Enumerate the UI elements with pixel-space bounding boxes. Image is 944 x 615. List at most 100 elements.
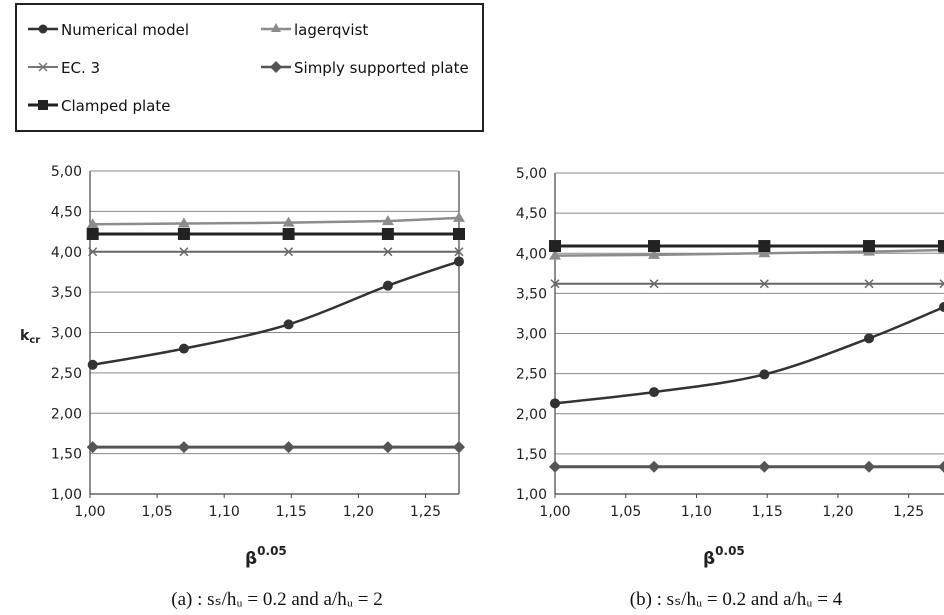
y-tick-label: 2,50: [516, 367, 547, 383]
series-simply-supported-plate: [86, 441, 465, 454]
data-point-diamond: [863, 460, 876, 473]
legend-label: EC. 3: [61, 59, 101, 77]
x-tick-label: 1,00: [539, 504, 570, 520]
legend-label: Clamped plate: [61, 97, 171, 115]
y-tick-label: 1,00: [51, 487, 82, 503]
legend-label: lagerqvist: [294, 21, 369, 39]
legend-marker-triangle: [261, 23, 291, 32]
series-lagerqvist: [86, 211, 465, 229]
data-point-x: [179, 247, 189, 257]
y-tick-label: 2,50: [51, 366, 82, 382]
y-axis-label-sub: cr: [29, 335, 40, 346]
series-line: [92, 260, 460, 367]
series-ec-3: [550, 279, 944, 289]
data-point-square: [549, 240, 561, 253]
x-axis-label-sup: 0.05: [715, 544, 745, 558]
data-point-triangle: [282, 216, 295, 227]
y-tick-label: 1,00: [516, 487, 547, 503]
y-tick-label: 1,50: [51, 447, 82, 463]
data-point-diamond: [86, 441, 99, 454]
x-tick-label: 1,20: [822, 504, 853, 520]
series-line: [554, 305, 944, 405]
data-point-square: [648, 240, 661, 253]
data-point-square: [863, 240, 876, 253]
y-tick-label: 3,00: [516, 327, 547, 343]
y-tick-label: 4,50: [51, 204, 82, 220]
x-tick-label: 1,25: [410, 504, 441, 520]
data-point-x: [649, 279, 659, 289]
series-ec-3: [88, 247, 464, 257]
data-point-diamond: [177, 441, 190, 454]
data-point-circle: [759, 369, 770, 380]
chart-a: 1,00 1,50 2,00 2,50 3,00 3,50 4,00 4,50 5,00 1,00…: [20, 164, 465, 610]
data-point-circle: [382, 280, 393, 291]
data-point-x: [939, 279, 944, 289]
data-point-triangle: [758, 247, 771, 258]
data-point-square: [453, 227, 465, 240]
legend-label: Numerical model: [61, 21, 189, 39]
data-point-triangle: [648, 248, 661, 259]
data-point-x: [454, 247, 464, 257]
x-tick-label: 1,10: [681, 504, 712, 520]
data-point-diamond: [758, 460, 771, 473]
y-tick-label: 4,50: [516, 206, 547, 222]
chart-b: 1,00 1,50 2,00 2,50 3,00 3,50 4,00 4,50 5,00 1,00…: [516, 166, 944, 610]
chart-legend: Numerical model lagerqvist EC. 3 Simply …: [15, 3, 484, 132]
data-point-square: [86, 227, 99, 240]
series-line: [92, 216, 460, 226]
y-tick-label: 5,00: [51, 164, 82, 180]
data-point-square: [938, 240, 944, 253]
data-point-circle: [87, 359, 98, 370]
x-tick-label: 1,25: [893, 504, 924, 520]
legend-marker-x: [28, 62, 58, 72]
x-axis-label-sup: 0.05: [257, 544, 287, 558]
data-point-diamond: [549, 460, 561, 473]
series-numerical-model: [87, 256, 464, 370]
y-tick-label: 3,50: [516, 286, 547, 302]
y-tick-label: 3,00: [51, 326, 82, 342]
data-point-diamond: [453, 441, 465, 454]
y-tick-label: 1,50: [516, 447, 547, 463]
data-point-circle: [283, 319, 294, 330]
x-tick-label: 1,10: [209, 504, 240, 520]
data-point-triangle: [86, 218, 99, 229]
data-point-square: [381, 227, 394, 240]
data-point-circle: [649, 387, 660, 398]
legend-marker-square: [28, 100, 58, 110]
x-tick-label: 1,05: [610, 504, 641, 520]
data-point-x: [383, 247, 393, 257]
data-point-triangle: [453, 211, 465, 222]
y-tick-label: 4,00: [516, 246, 547, 262]
x-axis-label: β0.05: [703, 544, 745, 569]
data-point-square: [177, 227, 190, 240]
legend-marker-diamond: [261, 61, 291, 73]
data-point-x: [88, 247, 98, 257]
series-numerical-model: [550, 302, 944, 409]
data-point-x: [284, 247, 294, 257]
data-point-circle: [939, 302, 944, 313]
data-point-diamond: [648, 460, 661, 473]
data-point-triangle: [549, 249, 561, 260]
data-point-x: [759, 279, 769, 289]
legend-label: Simply supported plate: [294, 59, 469, 77]
x-tick-label: 1,20: [343, 504, 374, 520]
y-tick-label: 2,00: [51, 406, 82, 422]
data-point-square: [758, 240, 771, 253]
x-tick-label: 1,15: [752, 504, 783, 520]
data-point-x: [864, 279, 874, 289]
chart-caption: (b) : sₛ/hᵤ = 0.2 and a/hᵤ = 4: [630, 589, 843, 610]
chart-caption: (a) : sₛ/hᵤ = 0.2 and a/hᵤ = 2: [171, 589, 382, 610]
x-tick-label: 1,00: [74, 504, 105, 520]
data-point-square: [282, 227, 295, 240]
data-point-diamond: [381, 441, 394, 454]
series-simply-supported-plate: [549, 460, 944, 473]
y-tick-label: 4,00: [51, 245, 82, 261]
data-point-triangle: [381, 215, 394, 226]
data-point-circle: [864, 333, 875, 344]
legend-marker-circle: [28, 24, 58, 34]
data-point-triangle: [177, 217, 190, 228]
series-clamped-plate: [549, 240, 944, 253]
data-point-x: [550, 279, 560, 289]
series-clamped-plate: [86, 227, 465, 240]
